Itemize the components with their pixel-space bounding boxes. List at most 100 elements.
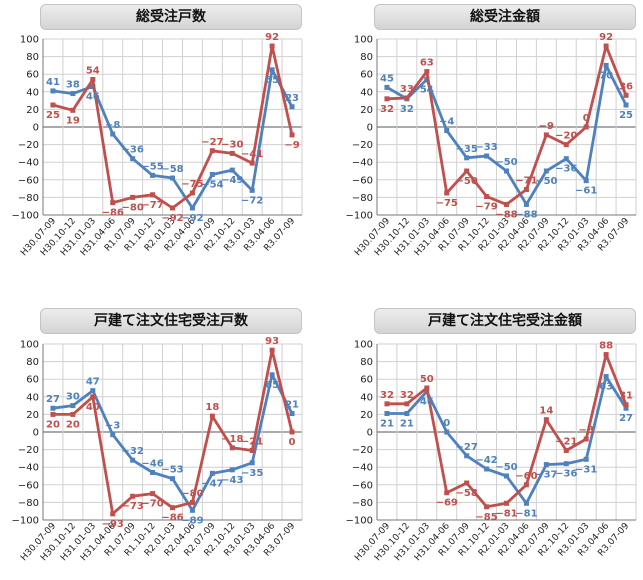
y-tick-label: 60 <box>26 375 39 386</box>
data-label: 36 <box>619 81 633 92</box>
y-tick-label: −60 <box>352 175 373 186</box>
data-label: 65 <box>265 380 279 391</box>
data-label: −3 <box>105 421 120 432</box>
y-tick-label: −80 <box>18 193 39 204</box>
data-point <box>444 190 450 196</box>
data-label: 19 <box>66 115 80 126</box>
data-label: −72 <box>241 195 263 206</box>
data-label: 20 <box>46 419 60 430</box>
data-point <box>603 374 609 380</box>
data-point <box>150 192 156 198</box>
y-tick-label: 100 <box>354 35 373 46</box>
data-label: −93 <box>102 519 124 530</box>
data-point <box>583 178 589 184</box>
data-label: 27 <box>619 413 633 424</box>
data-point <box>110 200 116 206</box>
data-label: −50 <box>456 176 478 187</box>
data-point <box>90 388 96 394</box>
data-label: 25 <box>46 110 60 121</box>
data-label: 70 <box>599 70 613 81</box>
data-point <box>209 413 215 419</box>
y-tick-label: −40 <box>352 463 373 474</box>
data-point <box>484 504 490 510</box>
data-label: −4 <box>439 117 454 128</box>
data-label: −36 <box>555 469 577 480</box>
data-label: 18 <box>205 402 219 413</box>
data-point <box>404 411 410 417</box>
data-point <box>229 467 235 473</box>
data-label: −75 <box>436 198 458 209</box>
data-label: 32 <box>380 390 394 401</box>
data-point <box>464 453 470 459</box>
y-tick-label: −40 <box>352 158 373 169</box>
data-label: 14 <box>539 406 553 417</box>
data-point <box>130 457 136 463</box>
data-point <box>249 187 255 193</box>
y-tick-label: 100 <box>354 340 373 351</box>
data-label: −75 <box>181 179 203 190</box>
data-label: −46 <box>141 458 163 469</box>
data-label: 21 <box>285 400 299 411</box>
y-tick-label: −100 <box>12 516 39 527</box>
data-label: −81 <box>515 508 537 519</box>
chart-title: 戸建て注文住宅受注戸数 <box>40 308 302 334</box>
data-label: 50 <box>420 374 434 385</box>
data-label: 46 <box>86 92 100 103</box>
data-label: −85 <box>475 512 497 523</box>
y-tick-label: 20 <box>26 105 39 116</box>
data-point <box>249 160 255 166</box>
data-point <box>543 132 549 138</box>
data-point <box>70 411 76 417</box>
data-point <box>150 491 156 497</box>
data-label: −77 <box>141 200 163 211</box>
data-point <box>209 470 215 476</box>
data-point <box>464 480 470 486</box>
data-point <box>603 62 609 68</box>
y-tick-label: 60 <box>360 375 373 386</box>
data-point <box>50 411 56 417</box>
data-point <box>523 186 529 192</box>
y-tick-label: 80 <box>360 52 373 63</box>
data-label: 41 <box>46 77 60 88</box>
data-label: −21 <box>241 436 263 447</box>
data-point <box>249 447 255 453</box>
data-point <box>424 385 430 391</box>
data-point <box>70 403 76 409</box>
data-point <box>170 476 175 482</box>
data-point <box>404 95 410 101</box>
data-point <box>444 429 450 435</box>
y-tick-label: 40 <box>26 87 39 98</box>
data-label: −50 <box>495 157 517 168</box>
chart-svg: 100806040200−20−40−60−80−100H30.07-09H30… <box>346 340 637 563</box>
data-point <box>384 84 390 90</box>
data-point <box>189 190 195 196</box>
data-label: −92 <box>181 213 203 224</box>
data-label: −37 <box>535 470 557 481</box>
data-point <box>249 460 255 466</box>
data-point <box>50 88 56 94</box>
y-tick-label: −80 <box>352 498 373 509</box>
data-point <box>170 205 175 211</box>
data-label: −30 <box>221 139 243 150</box>
data-point <box>583 456 589 462</box>
data-label: −50 <box>535 176 557 187</box>
chart-panel-custom-house-amount: 戸建て注文住宅受注金額 100 80 60 40 20 0 −20 −40 −60 −80 −100… <box>321 290 642 580</box>
data-label: 54 <box>86 65 100 76</box>
data-point <box>563 461 569 467</box>
data-label: −86 <box>102 208 124 219</box>
data-label: −89 <box>181 515 203 526</box>
data-label: 38 <box>66 80 80 91</box>
data-point <box>269 67 275 73</box>
data-label: 0 <box>289 437 296 448</box>
data-label: −32 <box>122 446 144 457</box>
data-point <box>384 401 390 407</box>
y-tick-label: 40 <box>360 392 373 403</box>
data-label: 21 <box>380 419 394 430</box>
y-tick-label: 40 <box>360 87 373 98</box>
data-point <box>289 104 295 110</box>
data-label: −36 <box>555 164 577 175</box>
y-tick-label: −100 <box>12 211 39 222</box>
data-label: 65 <box>265 75 279 86</box>
data-label: 63 <box>420 58 434 69</box>
data-label: −80 <box>122 202 144 213</box>
